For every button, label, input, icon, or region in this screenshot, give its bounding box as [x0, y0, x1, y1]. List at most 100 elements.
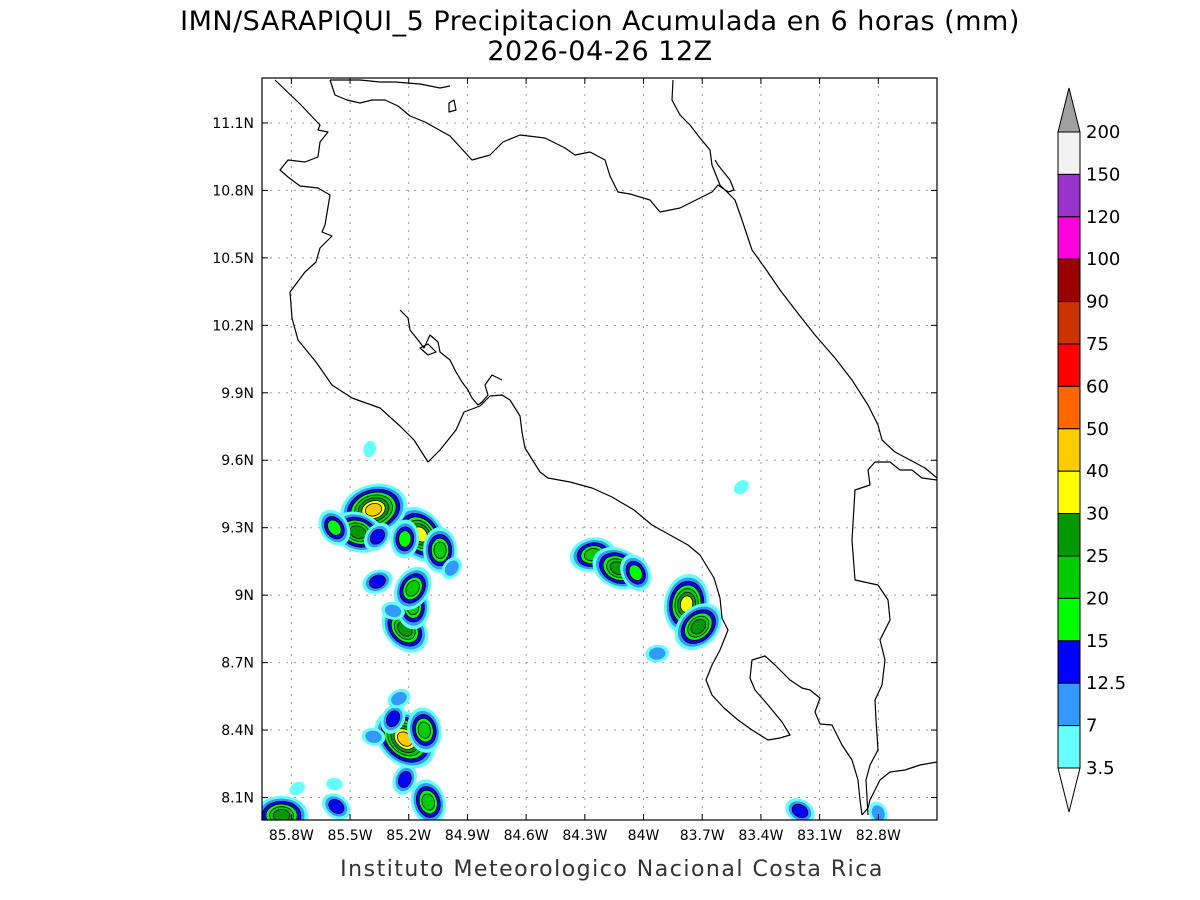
colorbar-level-label: 25 [1086, 546, 1109, 567]
precip-contour-level [384, 604, 402, 618]
colorbar-swatch [1057, 470, 1081, 515]
precip-contour-level [421, 793, 436, 811]
precip-cell [645, 644, 670, 663]
caribbean-coast [671, 79, 937, 479]
precip-cell [620, 554, 652, 591]
colorbar-swatch [1057, 343, 1081, 387]
pacific-coast-central [479, 394, 781, 741]
precip-contour-level [398, 530, 412, 548]
precipitation-cells [262, 440, 888, 820]
map-subtitle-date: 2026-04-26 12Z [487, 36, 712, 67]
colorbar-swatch [1057, 173, 1081, 218]
lon-tick-label: 84.3W [562, 828, 607, 844]
panama-border [851, 461, 937, 816]
map-plot-area [262, 78, 937, 820]
lon-tick-label: 85.8W [269, 828, 314, 844]
precip-cell [318, 509, 351, 546]
precip-cell [380, 703, 406, 734]
precip-contour-level [733, 480, 749, 495]
precip-contour-level [433, 541, 447, 559]
map-frame [261, 77, 938, 821]
precip-cell [387, 689, 411, 709]
nicoya-gulf [399, 309, 503, 406]
precip-contour-level [397, 771, 412, 788]
colorbar-swatch [1057, 682, 1081, 727]
precip-contour-level [289, 781, 305, 796]
lon-tick-label: 84.6W [504, 828, 549, 844]
precip-cell [441, 557, 462, 580]
precip-contour-level [365, 502, 383, 517]
precip-cell [393, 566, 432, 610]
colorbar: 200 150 120 100 90 75 60 50 40 30 25 20 15 12.5 7 3.5 [1057, 87, 1126, 813]
colorbar-level-label: 60 [1086, 376, 1109, 397]
lon-tick-label: 84W [628, 828, 660, 844]
precip-contour-level [272, 808, 291, 820]
colorbar-swatch [1057, 513, 1081, 557]
colorbar-level-label: 200 [1086, 122, 1120, 143]
lat-tick-label: 9.9N [221, 386, 254, 402]
colorbar-swatch [1057, 131, 1081, 175]
lon-tick-label: 82.8W [856, 828, 901, 844]
precip-cell [326, 777, 343, 791]
precip-cell [410, 779, 446, 820]
colorbar-level-label: 90 [1086, 292, 1109, 313]
colorbar-level-label: 30 [1086, 504, 1109, 525]
colorbar-level-label: 15 [1086, 631, 1109, 652]
lon-tick-label: 83.7W [680, 828, 725, 844]
footer-credit: Instituto Meteorologico Nacional Costa R… [340, 857, 884, 882]
island [448, 99, 457, 113]
precip-cell [362, 569, 393, 594]
golfo-dulce [749, 655, 863, 816]
colorbar-swatch [1057, 725, 1081, 769]
nicaragua-coastline [274, 79, 481, 463]
precip-cell [363, 522, 391, 551]
lon-tick-label: 85.5W [328, 828, 373, 844]
precip-contour-level [363, 440, 376, 458]
precip-cell [363, 440, 376, 458]
precip-cell [868, 801, 888, 820]
panama-pacific [861, 761, 937, 816]
colorbar-under-arrow [1057, 767, 1081, 813]
lat-tick-label: 9.3N [221, 521, 254, 537]
nicoya-island [419, 343, 437, 356]
longitude-ticks: 85.8W 85.5W 85.2W 84.9W 84.6W 84.3W 84W 83.7W 83… [269, 78, 901, 844]
nicaragua-border [329, 79, 735, 213]
precip-cell [407, 707, 442, 753]
precip-contour-level [444, 560, 459, 576]
lat-tick-label: 9.6N [221, 453, 254, 469]
colorbar-swatch [1057, 555, 1081, 599]
precip-cell [381, 601, 405, 620]
latitude-ticks: 11.1N 10.8N 10.5N 10.2N 9.9N 9.6N 9.3N 9N 8.7N 8.… [212, 116, 937, 807]
colorbar-swatch [1057, 640, 1081, 684]
colorbar-level-label: 3.5 [1086, 758, 1115, 779]
precip-contour-level [328, 799, 345, 814]
colorbar-swatch [1057, 385, 1081, 430]
colorbar-swatch [1057, 428, 1081, 472]
precip-contour-level [391, 691, 407, 706]
lat-tick-label: 10.5N [212, 251, 254, 267]
lat-tick-label: 11.1N [212, 116, 254, 132]
colorbar-swatch [1057, 301, 1081, 345]
precip-contour-level [369, 528, 385, 545]
lon-tick-label: 84.9W [445, 828, 490, 844]
precip-contour-level [326, 777, 343, 791]
colorbar-level-label: 7 [1086, 716, 1097, 737]
precip-contour-level [386, 710, 401, 728]
precip-contour-level [327, 519, 342, 536]
precip-contour-level [405, 580, 420, 597]
precip-cell [392, 764, 417, 795]
lon-tick-label: 83.4W [738, 828, 783, 844]
precip-contour-level [369, 574, 386, 589]
lat-tick-label: 8.4N [221, 723, 254, 739]
colorbar-swatch [1057, 597, 1081, 642]
lat-tick-label: 10.8N [212, 183, 254, 199]
colorbar-swatch [1057, 216, 1081, 260]
precip-contour-level [365, 730, 382, 744]
coastlines [274, 79, 937, 816]
lat-tick-label: 10.2N [212, 318, 254, 334]
map-title: IMN/SARAPIQUI_5 Precipitacion Acumulada … [180, 6, 1020, 37]
precip-contour-level [628, 564, 643, 581]
lon-tick-label: 85.2W [386, 828, 431, 844]
lat-tick-label: 8.1N [221, 791, 254, 807]
